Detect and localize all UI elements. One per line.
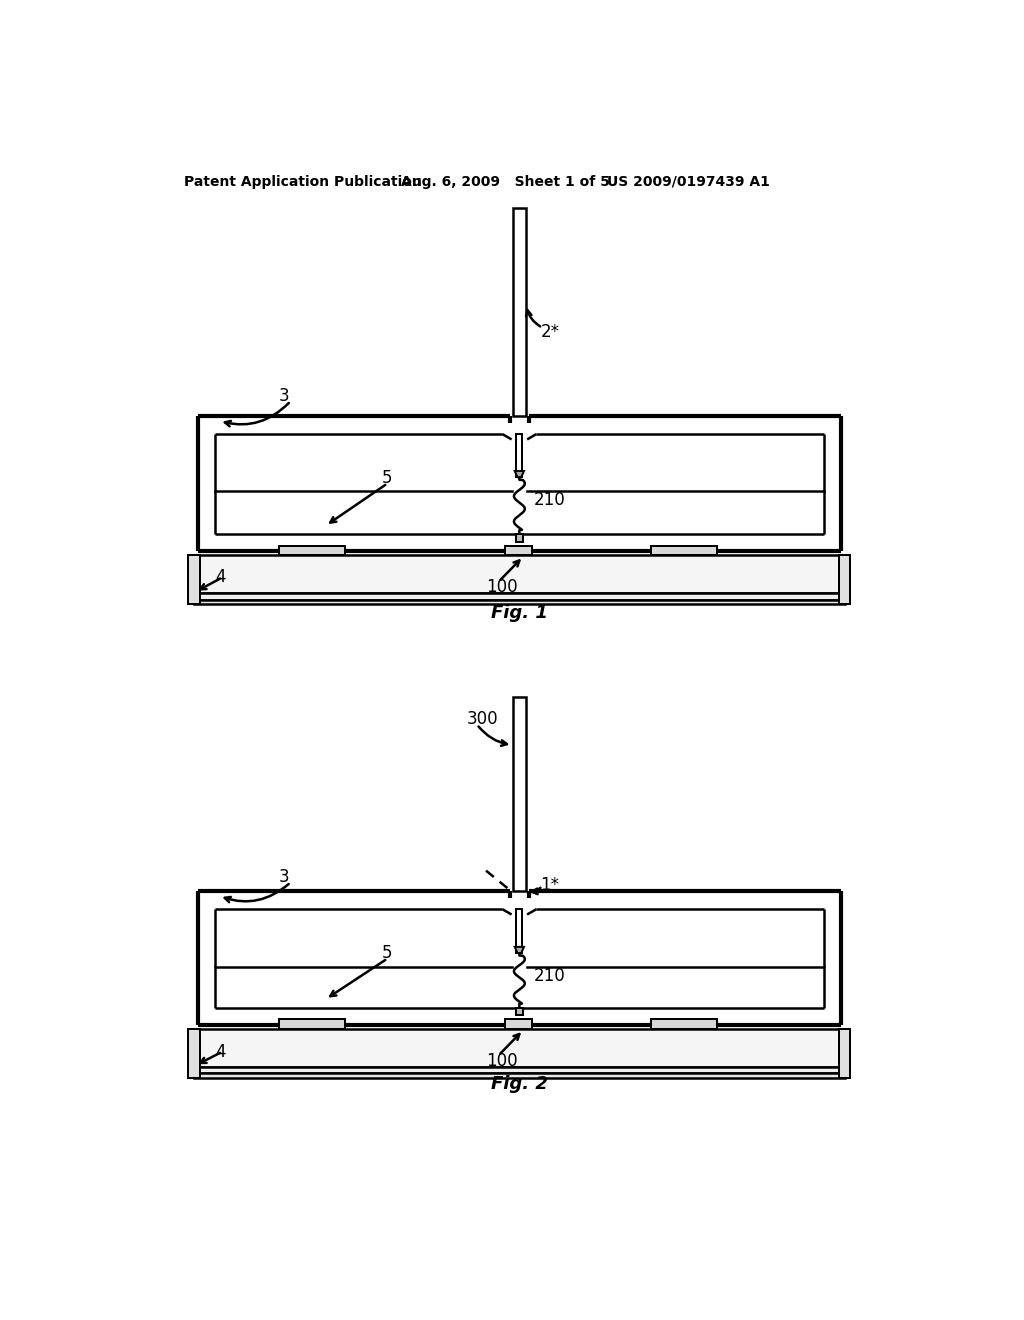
Bar <box>651 545 717 554</box>
Text: 3: 3 <box>280 387 290 404</box>
Bar <box>839 554 850 605</box>
Text: 210: 210 <box>535 491 566 510</box>
Text: 5: 5 <box>382 944 392 962</box>
Bar <box>280 545 345 554</box>
Bar <box>188 1028 200 1077</box>
Bar <box>194 594 845 599</box>
Bar <box>506 545 531 554</box>
Text: Patent Application Publication: Patent Application Publication <box>183 174 422 189</box>
Text: Fig. 1: Fig. 1 <box>490 603 548 622</box>
Bar <box>839 1028 850 1077</box>
Text: 2*: 2* <box>541 322 559 341</box>
Polygon shape <box>515 946 524 953</box>
Bar <box>515 535 523 543</box>
Bar <box>194 1073 845 1077</box>
Bar <box>194 1067 845 1073</box>
Bar <box>651 1019 717 1028</box>
Text: 100: 100 <box>486 1052 518 1069</box>
Bar <box>513 209 525 416</box>
Text: 4: 4 <box>216 569 226 586</box>
Bar <box>188 554 200 605</box>
Bar <box>280 1019 345 1028</box>
Text: Aug. 6, 2009   Sheet 1 of 5: Aug. 6, 2009 Sheet 1 of 5 <box>400 174 609 189</box>
Bar <box>513 697 525 891</box>
Bar <box>515 1007 523 1015</box>
Text: 100: 100 <box>486 578 518 597</box>
Text: 1*: 1* <box>541 875 559 894</box>
Text: 4: 4 <box>216 1043 226 1060</box>
Text: Fig. 2: Fig. 2 <box>490 1074 548 1093</box>
Text: 3: 3 <box>280 867 290 886</box>
Bar <box>516 434 522 478</box>
Text: US 2009/0197439 A1: US 2009/0197439 A1 <box>607 174 770 189</box>
Bar <box>194 599 845 605</box>
Bar <box>200 554 840 594</box>
Bar <box>516 909 522 953</box>
Text: 210: 210 <box>535 968 566 985</box>
Bar <box>200 1028 840 1067</box>
Text: 300: 300 <box>467 710 499 727</box>
Polygon shape <box>515 471 524 478</box>
Bar <box>506 1019 531 1028</box>
Text: 5: 5 <box>382 469 392 487</box>
